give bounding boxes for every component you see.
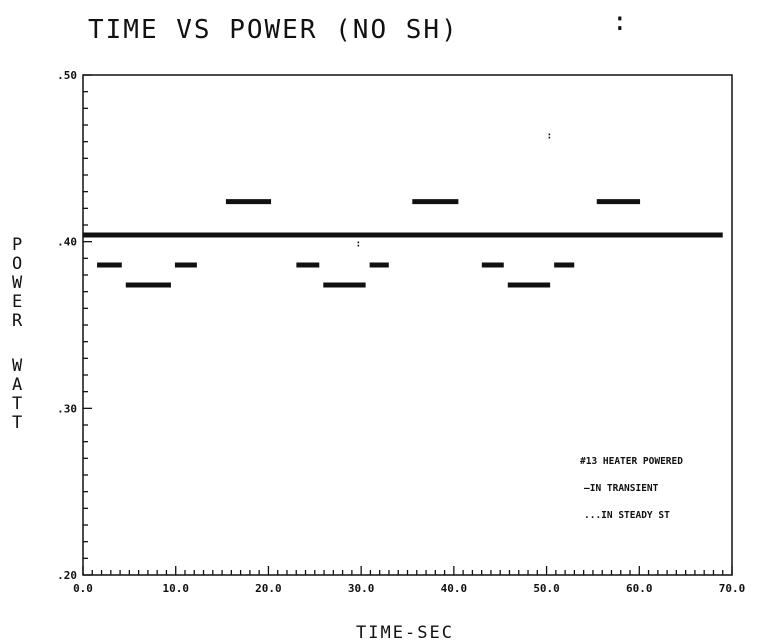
y-axis-label-char: E bbox=[12, 292, 22, 312]
y-axis-label-char: R bbox=[12, 311, 23, 331]
axis-ticks bbox=[82, 74, 733, 576]
annotations: :: bbox=[355, 130, 552, 249]
x-axis-label: TIME-SEC bbox=[356, 623, 454, 643]
legend-entry-heater: #13 HEATER POWERED bbox=[580, 456, 683, 467]
x-tick-label: 70.0 bbox=[719, 582, 746, 595]
x-tick-labels: 0.0 10.0 20.0 30.0 40.0 50.0 60.0 70.0 bbox=[73, 582, 745, 595]
y-tick-label: .20 bbox=[57, 569, 77, 582]
corner-mark: : bbox=[612, 7, 630, 37]
y-axis-label-char: A bbox=[12, 375, 22, 395]
y-axis-label-char: W bbox=[12, 356, 23, 376]
legend-entry-transient: —IN TRANSIENT bbox=[584, 483, 659, 494]
x-tick-label: 20.0 bbox=[255, 582, 282, 595]
chart-title: TIME VS POWER (NO SH) bbox=[88, 15, 459, 45]
legend: #13 HEATER POWERED —IN TRANSIENT ...IN S… bbox=[580, 456, 683, 521]
y-axis-label-char: T bbox=[12, 413, 22, 433]
y-axis-label-char: P bbox=[12, 235, 22, 255]
x-tick-label: 50.0 bbox=[533, 582, 560, 595]
x-tick-label: 40.0 bbox=[441, 582, 468, 595]
annotation-mark: : bbox=[546, 130, 552, 141]
y-tick-label: .30 bbox=[57, 402, 77, 415]
y-axis-label-char: O bbox=[12, 254, 22, 274]
x-tick-label: 60.0 bbox=[626, 582, 653, 595]
plot-frame bbox=[82, 74, 733, 576]
y-tick-label: .40 bbox=[57, 236, 77, 249]
y-tick-label: .50 bbox=[57, 69, 77, 82]
y-tick-labels: .20 .30 .40 .50 bbox=[57, 69, 77, 582]
legend-entry-steady: ...IN STEADY ST bbox=[584, 510, 670, 521]
annotation-mark: : bbox=[355, 239, 361, 250]
x-tick-label: 0.0 bbox=[73, 582, 93, 595]
y-axis-label-char: W bbox=[12, 273, 23, 293]
series-layer bbox=[83, 199, 723, 288]
y-axis-label-char: T bbox=[12, 394, 22, 414]
x-tick-label: 10.0 bbox=[162, 582, 189, 595]
x-tick-label: 30.0 bbox=[348, 582, 375, 595]
